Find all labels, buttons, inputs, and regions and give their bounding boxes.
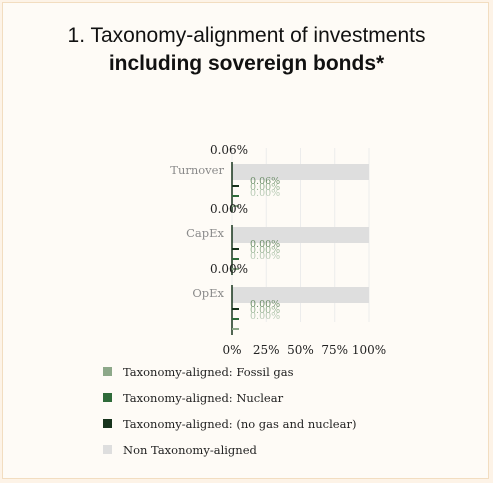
bar-aligned	[232, 308, 239, 310]
bar-data-label: 0.00%	[250, 245, 280, 256]
x-tick-label: 50%	[287, 343, 314, 357]
bar-aligned	[232, 258, 239, 260]
bar-data-label: 0.00%	[250, 188, 280, 199]
legend-swatch	[103, 367, 112, 376]
legend-swatch	[103, 445, 112, 454]
bar-aligned	[232, 328, 239, 330]
legend-label: Taxonomy-aligned: Fossil gas	[123, 365, 294, 379]
legend-label: Taxonomy-aligned: Nuclear	[123, 391, 284, 405]
bar-aligned	[232, 195, 239, 197]
category-total-label: 0.00%	[210, 262, 248, 276]
bar-aligned	[232, 205, 239, 207]
x-tick-label: 100%	[352, 343, 386, 357]
title-line-1: 1. Taxonomy-alignment of investments	[67, 24, 426, 47]
bar-non-aligned	[232, 227, 369, 243]
bar-non-aligned	[232, 287, 369, 303]
title-line-2: including sovereign bonds*	[108, 52, 385, 75]
bar-data-label: 0.00%	[250, 251, 280, 262]
legend-label: Taxonomy-aligned: (no gas and nuclear)	[123, 417, 356, 431]
bar-aligned	[232, 248, 239, 250]
bar-aligned	[232, 185, 239, 187]
legend-label: Non Taxonomy-aligned	[123, 443, 257, 457]
bar-data-label: 0.00%	[250, 239, 280, 250]
bar-data-label: 0.00%	[250, 305, 280, 316]
x-tick-label: 75%	[321, 343, 348, 357]
category-label: OpEx	[192, 286, 224, 300]
bar-data-label: 0.06%	[250, 176, 280, 187]
bar-data-label: 0.00%	[250, 299, 280, 310]
category-total-label: 0.00%	[210, 202, 248, 216]
bar-data-label: 0.00%	[250, 182, 280, 193]
category-total-label: 0.06%	[210, 143, 248, 157]
x-tick-label: 25%	[253, 343, 280, 357]
category-label: CapEx	[186, 226, 224, 240]
bar-aligned	[232, 268, 239, 270]
chart-title: 1. Taxonomy-alignment of investments inc…	[0, 22, 493, 78]
x-tick-label: 0%	[222, 343, 241, 357]
bar-data-label: 0.00%	[250, 311, 280, 322]
bar-non-aligned	[232, 164, 369, 180]
bar-aligned	[232, 318, 239, 320]
legend-swatch	[103, 393, 112, 402]
category-label: Turnover	[170, 163, 224, 177]
legend-swatch	[103, 419, 112, 428]
